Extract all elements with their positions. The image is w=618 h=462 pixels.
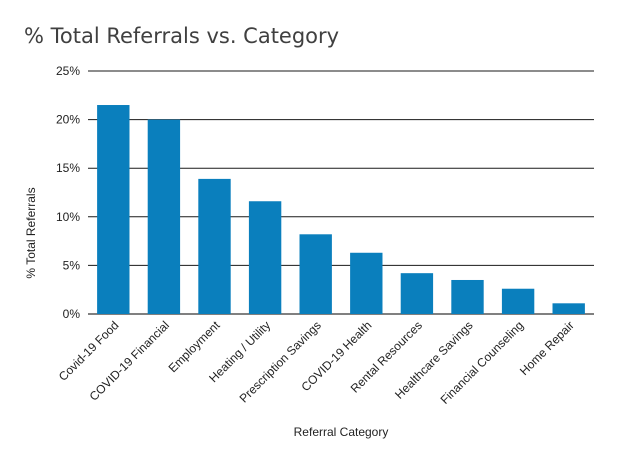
bar xyxy=(248,201,282,314)
y-tick-label: 15% xyxy=(56,161,80,175)
bar xyxy=(97,105,130,315)
y-tick-label: 5% xyxy=(63,258,81,272)
x-axis-title: Referral Category xyxy=(294,425,389,439)
bar xyxy=(198,178,231,314)
bar xyxy=(552,303,585,314)
y-tick-label: 0% xyxy=(63,307,81,321)
y-tick-labels: 0% 5% 10% 15% 20% 25% xyxy=(56,64,80,321)
bar xyxy=(299,234,332,314)
y-tick-label: 25% xyxy=(56,64,80,78)
bar xyxy=(451,279,484,314)
chart-title: % Total Referrals vs. Category xyxy=(24,24,340,48)
bar xyxy=(350,252,383,314)
y-axis-title: % Total Referrals xyxy=(24,187,38,278)
y-tick-label: 10% xyxy=(56,210,80,224)
x-tick-label: Home Repair xyxy=(517,318,577,378)
bars xyxy=(97,105,585,315)
bar xyxy=(400,273,434,314)
x-tick-label: Financial Counseling xyxy=(438,318,527,407)
bar xyxy=(147,119,181,314)
bar xyxy=(501,288,535,314)
y-tick-label: 20% xyxy=(56,113,80,127)
